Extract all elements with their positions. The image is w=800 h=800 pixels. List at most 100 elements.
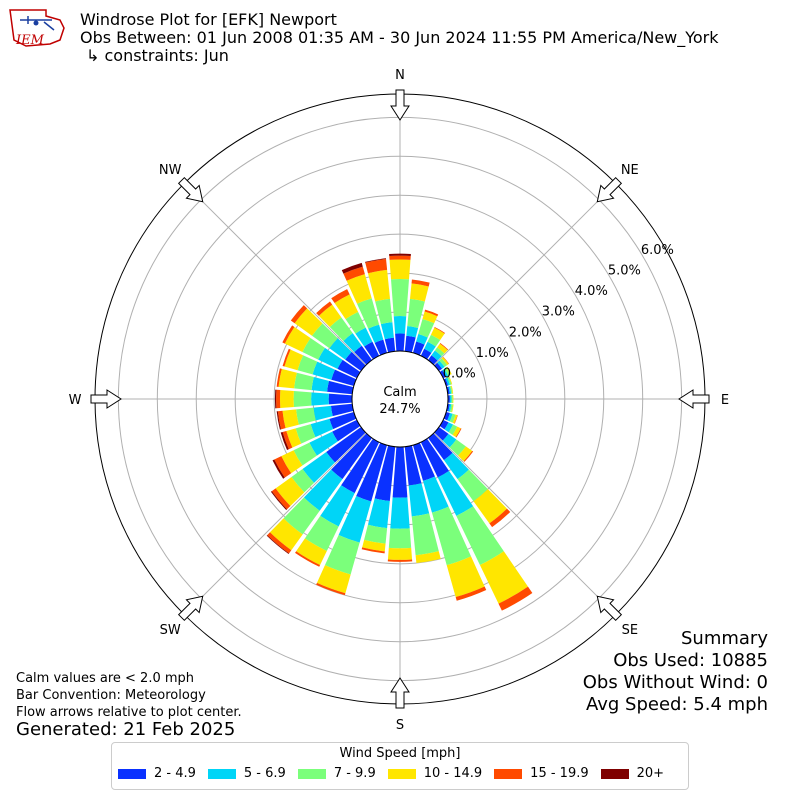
windrose-bar-segment bbox=[451, 404, 454, 413]
windrose-bar-segment bbox=[418, 319, 435, 338]
windrose-bar-segment bbox=[415, 551, 441, 564]
grid-spoke bbox=[183, 432, 367, 616]
windrose-bar-segment bbox=[404, 445, 422, 486]
windrose-bar-segment bbox=[364, 341, 380, 360]
windrose-bar-segment bbox=[279, 389, 294, 409]
windrose-bar-segment bbox=[449, 395, 452, 403]
windrose-bar-segment bbox=[356, 442, 388, 502]
windrose-bar-segment bbox=[452, 426, 461, 438]
windrose-bar-segment bbox=[318, 304, 342, 328]
legend-item: 2 - 4.9 bbox=[118, 766, 196, 781]
grid-spoke bbox=[183, 182, 367, 366]
calm-label: Calm bbox=[383, 385, 416, 400]
windrose-bar-segment bbox=[412, 442, 435, 481]
windrose-bar-segment bbox=[448, 403, 452, 412]
windrose-bar-segment bbox=[364, 524, 388, 544]
radial-tick-label: 5.0% bbox=[608, 263, 641, 278]
windrose-bar-segment bbox=[280, 432, 289, 450]
windrose-bar-segment bbox=[274, 456, 292, 478]
windrose-bar-segment bbox=[328, 393, 353, 405]
windrose-bar-segment bbox=[341, 438, 380, 494]
radial-tick-label: 3.0% bbox=[542, 305, 575, 320]
windrose-bar-segment bbox=[457, 469, 488, 502]
windrose-bar-segment bbox=[316, 301, 333, 316]
legend-swatch bbox=[494, 768, 523, 779]
direction-label: NE bbox=[621, 163, 639, 178]
windrose-bar-segment bbox=[455, 428, 462, 438]
windrose-bar-segment bbox=[310, 418, 334, 438]
legend-item: 7 - 9.9 bbox=[297, 766, 376, 781]
legend-item: 20+ bbox=[600, 766, 665, 781]
windrose-bar-segment bbox=[458, 446, 473, 462]
windrose-bar-segment bbox=[304, 515, 339, 552]
summary-obs-used: Obs Used: 10885 bbox=[613, 650, 768, 671]
windrose-bar-segment bbox=[411, 279, 430, 287]
windrose-bar-segment bbox=[341, 262, 363, 274]
windrose-bar-segment bbox=[452, 394, 454, 404]
windrose-bar-segment bbox=[449, 413, 456, 423]
chart-constraints: ↳ constraints: Jun bbox=[86, 46, 229, 65]
summary-title: Summary bbox=[681, 628, 768, 649]
summary-box: Summary Obs Used: 10885 Obs Without Wind… bbox=[583, 628, 768, 716]
windrose-bar-segment bbox=[422, 311, 438, 324]
windrose-bar-segment bbox=[361, 547, 385, 554]
windrose-bar-segment bbox=[295, 551, 321, 567]
windrose-bar-segment bbox=[267, 532, 292, 554]
radial-tick-label: 6.0% bbox=[641, 243, 674, 258]
windrose-bar-segment bbox=[428, 433, 453, 461]
windrose-bar-segment bbox=[276, 389, 281, 409]
windrose-bar-segment bbox=[311, 392, 329, 406]
legend-label: 20+ bbox=[636, 766, 665, 781]
windrose-bar-segment bbox=[294, 372, 314, 391]
windrose-bar-segment bbox=[393, 315, 407, 334]
windrose-bar-segment bbox=[296, 538, 327, 566]
windrose-bar-segment bbox=[428, 355, 438, 365]
legend-swatch bbox=[207, 768, 236, 779]
windrose-bar-segment bbox=[327, 380, 354, 395]
windrose-bar-segment bbox=[451, 395, 453, 403]
windrose-bar-segment bbox=[338, 495, 372, 543]
legend-label: 15 - 19.9 bbox=[530, 766, 589, 781]
windrose-bar-segment bbox=[302, 452, 335, 483]
legend-item: 15 - 19.9 bbox=[494, 766, 589, 781]
windrose-bar-segment bbox=[392, 446, 408, 498]
windrose-bar-segment bbox=[404, 335, 416, 353]
windrose-bar-segment bbox=[270, 491, 288, 511]
windrose-bar-segment bbox=[312, 361, 335, 380]
windrose-bar-segment bbox=[380, 322, 394, 340]
windrose-bar-segment bbox=[388, 528, 412, 549]
windrose-bar-segment bbox=[416, 334, 428, 345]
windrose-bar-segment bbox=[389, 255, 411, 260]
windrose-bar-segment bbox=[395, 333, 405, 352]
legend-swatch bbox=[297, 768, 326, 779]
legend-item: 10 - 14.9 bbox=[387, 766, 482, 781]
windrose-bar-segment bbox=[424, 309, 439, 317]
generated-date: Generated: 21 Feb 2025 bbox=[16, 719, 236, 740]
windrose-bar-segment bbox=[331, 433, 372, 480]
direction-arrow bbox=[390, 89, 410, 121]
radial-tick-label: 1.0% bbox=[476, 346, 509, 361]
windrose-plot: Calm 24.7% 0.0%1.0%2.0%3.0%4.0%5.0%6.0% N NE… bbox=[69, 68, 730, 733]
windrose-bar-segment bbox=[275, 477, 305, 506]
windrose-bar-segment bbox=[346, 274, 372, 304]
windrose-bar-segment bbox=[479, 551, 528, 604]
windrose-bar-segment bbox=[276, 411, 282, 430]
direction-label: N bbox=[395, 68, 405, 83]
windrose-bar-segment bbox=[431, 506, 472, 566]
windrose-bar-segment bbox=[375, 298, 393, 325]
windrose-bar-segment bbox=[437, 343, 448, 354]
windrose-bar-segment bbox=[297, 355, 318, 375]
bar-convention-note: Bar Convention: Meteorology bbox=[16, 688, 206, 703]
windrose-bar-segment bbox=[447, 413, 453, 422]
windrose-bar-segment bbox=[447, 377, 452, 385]
windrose-bar-segment bbox=[387, 559, 413, 562]
windrose-bar-segment bbox=[444, 367, 451, 376]
windrose-bar-segment bbox=[452, 414, 458, 424]
direction-arrow bbox=[177, 176, 204, 203]
windrose-bar-segment bbox=[374, 445, 396, 502]
windrose-bar-segment bbox=[312, 323, 338, 349]
windrose-bar-segment bbox=[412, 341, 425, 356]
windrose-bar-segment bbox=[284, 349, 304, 371]
windrose-bar-segment bbox=[294, 308, 323, 336]
windrose-bar-segment bbox=[473, 489, 507, 524]
